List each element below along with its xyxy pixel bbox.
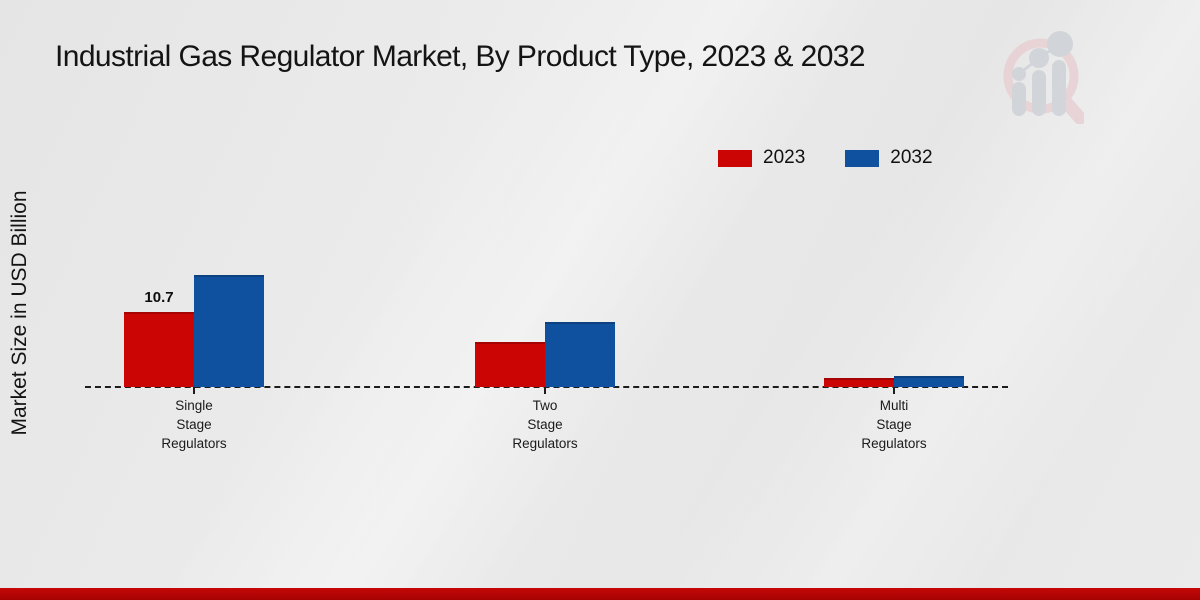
magnifier-growth-chart-logo-icon (998, 30, 1087, 129)
x-axis-tick (544, 387, 546, 394)
bar-2032-two-stage-regulators (545, 322, 615, 387)
bar-2023-two-stage-regulators (475, 342, 545, 387)
category-label-line: Regulators (161, 436, 227, 451)
category-label-line: Multi (879, 398, 909, 413)
category-label-line: Two (532, 398, 558, 413)
bar-2032-single-stage-regulators (194, 275, 264, 387)
category-label-two-stage-regulators: Two Stage Regulators (470, 396, 620, 453)
legend-item-2023: 2023 (718, 147, 805, 169)
x-axis-tick (893, 387, 895, 394)
category-label-line: Stage (527, 417, 563, 432)
bar-2023-multi-stage-regulators (824, 378, 894, 387)
category-label-multi-stage-regulators: Multi Stage Regulators (819, 396, 969, 453)
bar-2023-single-stage-regulators (124, 312, 194, 387)
legend-swatch-2032 (845, 149, 880, 167)
x-axis-baseline (85, 386, 1008, 388)
bottom-red-band (0, 588, 1200, 600)
legend-item-2032: 2032 (845, 147, 933, 169)
category-label-single-stage-regulators: Single Stage Regulators (119, 396, 269, 453)
x-axis-tick (193, 387, 195, 394)
category-label-line: Regulators (512, 436, 578, 451)
category-label-line: Stage (176, 417, 212, 432)
legend-swatch-2023 (718, 149, 752, 167)
legend-label: 2023 (763, 147, 806, 168)
bar-2032-multi-stage-regulators (894, 376, 964, 387)
chart-title: Industrial Gas Regulator Market, By Prod… (55, 40, 866, 73)
data-label-2023: 10.7 (144, 289, 174, 306)
category-label-line: Single (175, 398, 213, 413)
category-label-line: Regulators (861, 436, 927, 451)
legend-label: 2032 (890, 147, 933, 168)
category-label-line: Stage (876, 417, 912, 432)
legend: 2023 2032 (718, 147, 933, 169)
